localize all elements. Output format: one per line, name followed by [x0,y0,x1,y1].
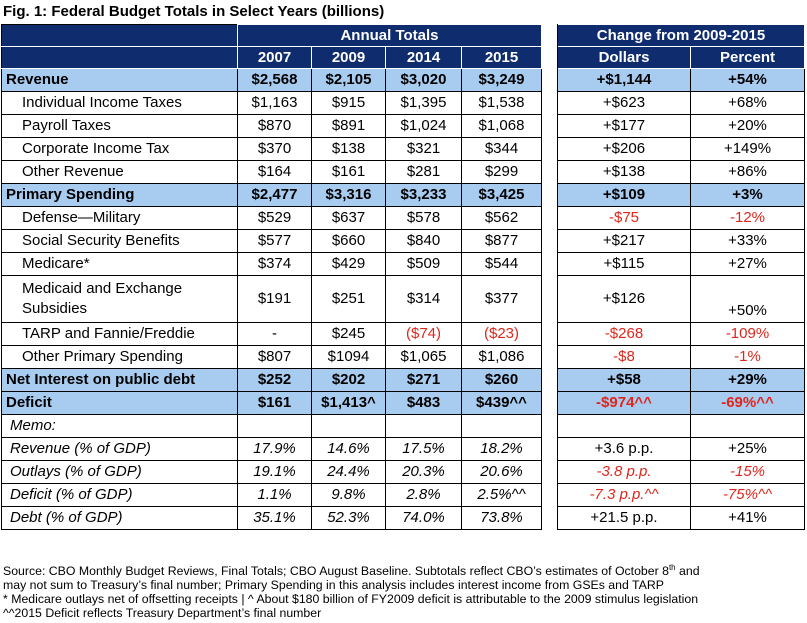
table-row: Social Security Benefits $577 $660 $840 $8… [1,229,805,253]
year-2015: 2015 [461,46,542,69]
year-2009: 2009 [311,46,386,69]
table-row: Revenue (% of GDP) 17.9% 14.6% 17.5% 18.2%… [1,437,805,461]
table-row: Corporate Income Tax $370 $138 $321 $344 +… [1,137,805,161]
table-row: Other Primary Spending $807 $1094 $1,065 $… [1,345,805,369]
note-line-4: ^^2015 Deficit reflects Treasury Departm… [3,606,322,621]
dollars-header: Dollars [557,46,691,69]
table-row: TARP and Fannie/Freddie - $245 ($74) ($23)… [1,322,805,346]
change-header: Change from 2009-2015 [557,24,805,47]
table-row: Medicaid and Exchange Subsidies $191 $251… [1,275,805,323]
year-2014: 2014 [385,46,462,69]
annual-totals-header: Annual Totals [237,24,542,47]
year-2007: 2007 [237,46,312,69]
budget-table: Annual Totals Change from 2009-2015 2007… [1,24,805,530]
table-row: Outlays (% of GDP) 19.1% 24.4% 20.3% 20.6%… [1,460,805,484]
table-row: Debt (% of GDP) 35.1% 52.3% 74.0% 73.8% +2… [1,506,805,530]
note-line-3: * Medicare outlays net of offsetting rec… [3,592,699,607]
table-row: Primary Spending $2,477 $3,316 $3,233 $3,4… [1,183,805,207]
table-row: Individual Income Taxes $1,163 $915 $1,39… [1,91,805,115]
figure-title: Fig. 1: Federal Budget Totals in Select … [3,3,385,20]
table-row: Net Interest on public debt $252 $202 $27… [1,368,805,392]
header-years-row: 2007 2009 2014 2015 Dollars Percent [1,46,805,69]
table-row: Medicare* $374 $429 $509 $544 +$115 +27% [1,252,805,276]
table-row: Revenue $2,568 $2,105 $3,020 $3,249 +$1,14… [1,68,805,92]
source-notes: Source: CBO Monthly Budget Reviews, Fina… [3,561,805,620]
note-line-2: may not sum to Treasury’s final number; … [3,578,664,593]
table-row: Deficit (% of GDP) 1.1% 9.8% 2.8% 2.5%^^ -… [1,483,805,507]
note-line-1: Source: CBO Monthly Budget Reviews, Fina… [3,563,700,579]
table-row: Payroll Taxes $870 $891 $1,024 $1,068 +$17… [1,114,805,138]
table-row: Deficit $161 $1,413^ $483 $439^^ -$974^^ -6… [1,391,805,415]
table-row: Defense—Military $529 $637 $578 $562 -$75-… [1,206,805,230]
percent-header: Percent [690,46,805,69]
header-group-row: Annual Totals Change from 2009-2015 [1,24,805,47]
table-row: Memo: [1,414,805,438]
table-row: Other Revenue $164 $161 $281 $299 +$138 +86… [1,160,805,184]
